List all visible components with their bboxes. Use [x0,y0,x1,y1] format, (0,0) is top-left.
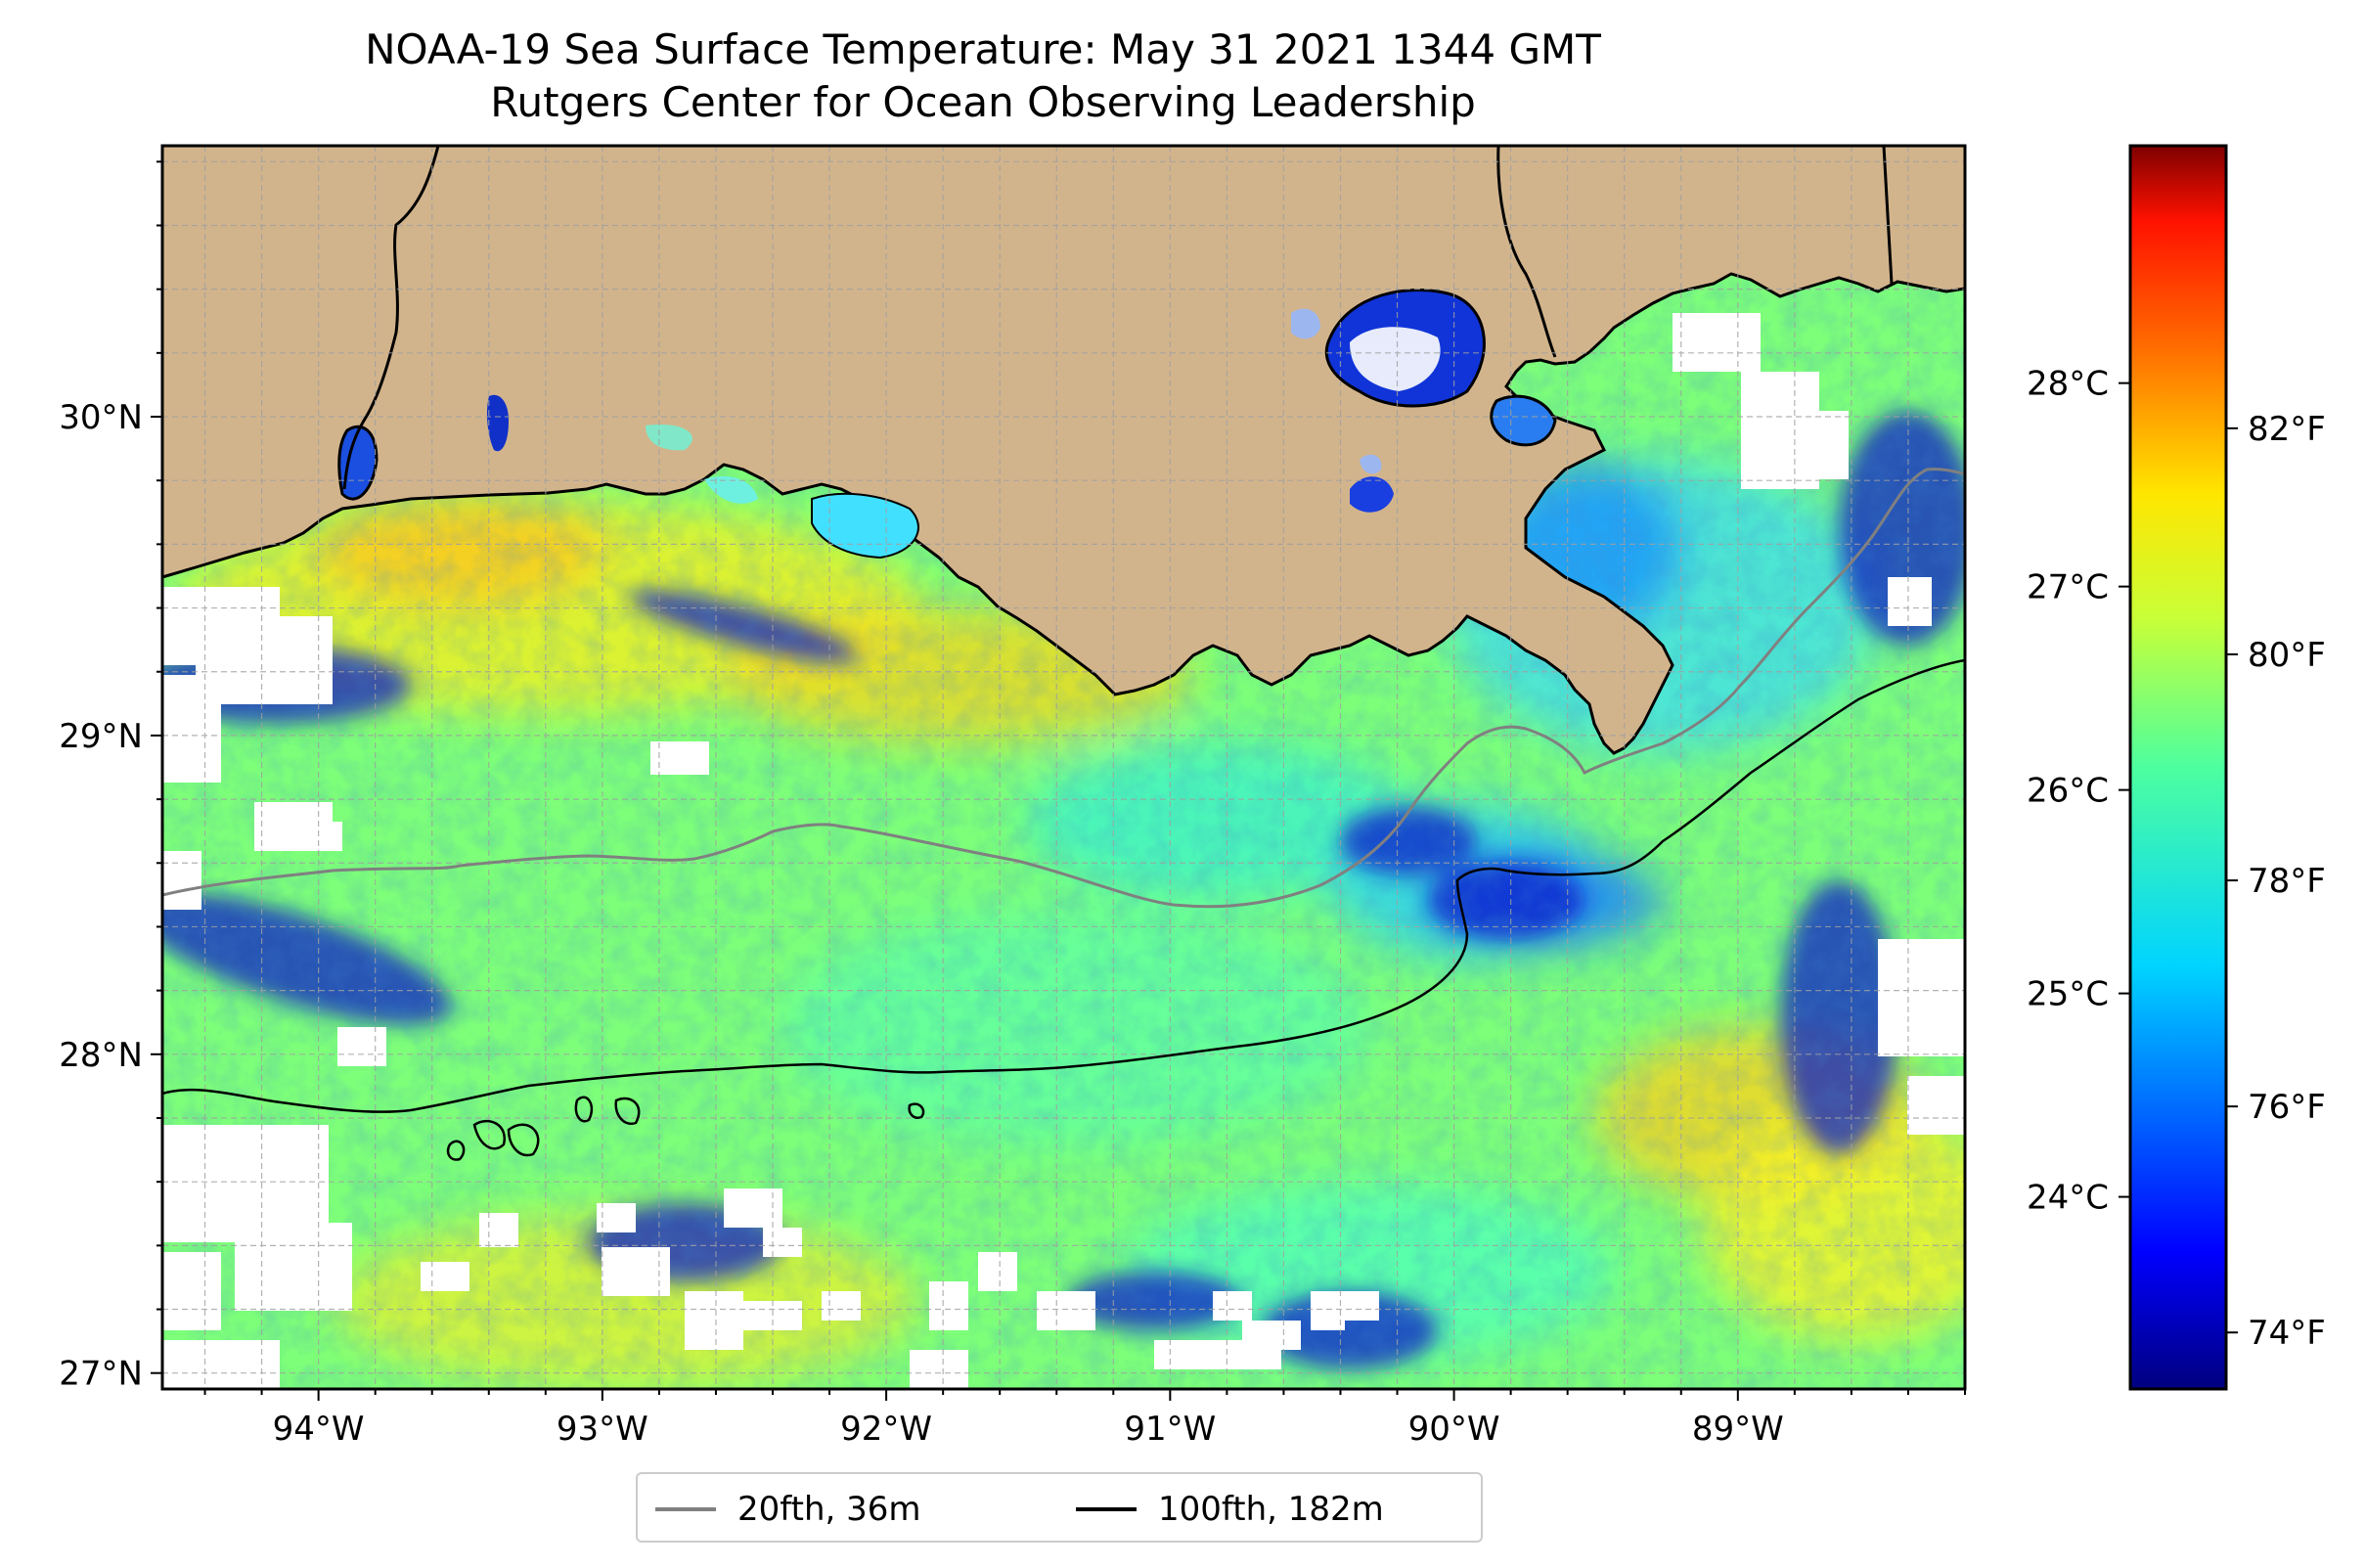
state-boundary-la-ms [1496,146,1557,358]
lat-tick-label: 30°N [59,398,143,437]
fahrenheit-tick-label: 78°F [2248,862,2326,901]
legend-swatch-20fth [655,1507,716,1511]
isobath-banks [446,1096,925,1161]
map-subtitle: Rutgers Center for Ocean Observing Leade… [490,78,1476,126]
lon-tick-label: 94°W [273,1410,365,1449]
lon-tick-label: 89°W [1692,1410,1784,1449]
lat-tick-label: 29°N [59,717,143,756]
celsius-tick-label: 24°C [2027,1179,2109,1218]
lon-tick-label: 92°W [840,1410,932,1449]
legend-label-20fth: 20fth, 36m [737,1490,921,1529]
fahrenheit-tick-label: 80°F [2248,636,2326,675]
map-title: NOAA-19 Sea Surface Temperature: May 31 … [365,25,1601,73]
isobath-100fth [162,658,1965,1113]
map-axes: 94°W 93°W 92°W 91°W 90°W 89°W 27°N 28°N 29°N 30°N [59,160,1966,1449]
legend-swatch-100fth [1076,1507,1137,1511]
celsius-tick-label: 26°C [2027,772,2109,811]
gridlines [162,146,1965,1389]
fahrenheit-tick-label: 76°F [2248,1088,2326,1127]
state-boundary-tx-la [342,146,440,490]
lon-tick-label: 93°W [557,1410,648,1449]
celsius-tick-label: 25°C [2027,975,2109,1014]
colorbar-ticks: 74°F 76°F 78°F 80°F 82°F 24°C 25°C 26°C 27°C 28°C [2027,365,2326,1354]
colorbar [2128,144,2228,1391]
map-frame [160,144,1967,1391]
lon-tick-label: 91°W [1124,1410,1216,1449]
state-boundary-ms-al [1882,146,1894,285]
land [162,146,1965,755]
celsius-tick-label: 27°C [2027,568,2109,607]
celsius-tick-label: 28°C [2027,365,2109,404]
sst-field [162,146,1965,1389]
legend-label-100fth: 100fth, 182m [1158,1490,1384,1529]
lat-tick-label: 27°N [59,1355,143,1394]
legend: 20fth, 36m 100fth, 182m [636,1472,1483,1543]
legend-item-20fth: 20fth, 36m [655,1488,921,1531]
fahrenheit-tick-label: 74°F [2248,1314,2326,1353]
isobath-20fth [162,468,1965,909]
lat-tick-label: 28°N [59,1036,143,1075]
fahrenheit-tick-label: 82°F [2248,410,2326,449]
lon-tick-label: 90°W [1408,1410,1500,1449]
legend-item-100fth: 100fth, 182m [1076,1488,1384,1531]
